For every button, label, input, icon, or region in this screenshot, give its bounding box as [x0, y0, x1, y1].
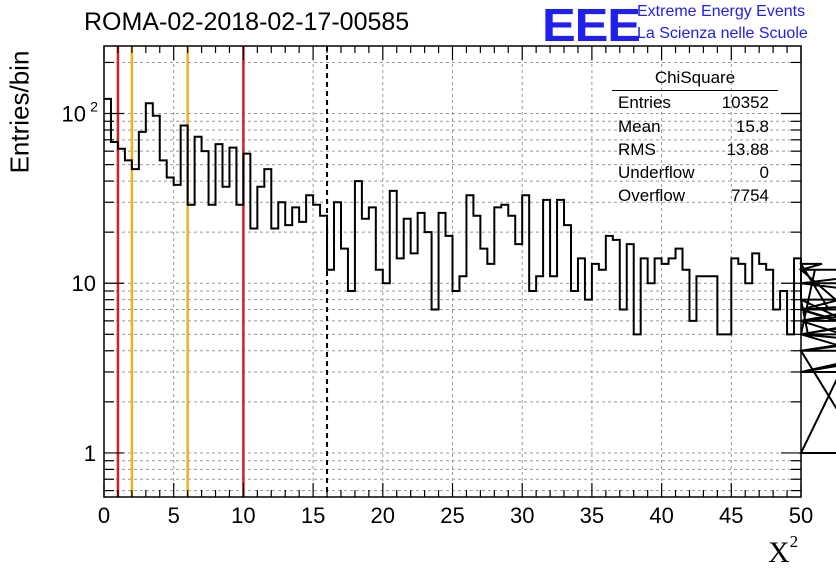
y-tick-label: 10 [62, 102, 86, 127]
x-tick-label: 50 [789, 503, 813, 528]
stat-entries-label: Entries [618, 93, 671, 112]
x-tick-label: 40 [649, 503, 673, 528]
x-tick-label: 20 [371, 503, 395, 528]
x-tick-label: 0 [98, 503, 110, 528]
y-tick-label: 10 [72, 271, 96, 296]
reference-lines [116, 46, 329, 497]
stat-underflow-value: 0 [759, 163, 769, 182]
stats-title: ChiSquare [654, 68, 736, 87]
x-tick-label: 5 [168, 503, 180, 528]
grid [104, 46, 801, 497]
stat-entries-value: 10352 [721, 93, 769, 112]
x-tick-label: 35 [580, 503, 604, 528]
x-tick-label: 15 [301, 503, 325, 528]
stat-mean-label: Mean [618, 117, 661, 136]
stat-overflow-label: Overflow [618, 186, 686, 205]
x-tick-label: 10 [231, 503, 255, 528]
eee-logo: EEE [542, 0, 641, 51]
stat-overflow-value: 7754 [731, 186, 769, 205]
histogram-line [104, 97, 836, 454]
stats-divider [612, 90, 778, 91]
y-axis-label: Entries/bin [4, 50, 35, 174]
x-axis-label: X2 [768, 532, 799, 569]
stat-underflow-label: Underflow [618, 163, 695, 182]
x-tick-label: 25 [440, 503, 464, 528]
stat-rms-label: RMS [618, 140, 656, 159]
stat-rms-value: 13.88 [726, 140, 769, 159]
y-tick-label: 1 [84, 441, 96, 466]
stat-mean-value: 15.8 [735, 117, 769, 136]
chart-title: ROMA-02-2018-02-17-00585 [84, 8, 410, 36]
x-tick-label: 30 [510, 503, 534, 528]
y-tick-label-exponent: 2 [90, 99, 98, 115]
logo-line-2: La Scienza nelle Scuole [637, 25, 808, 42]
x-tick-label: 45 [719, 503, 743, 528]
logo-line-1: Extreme Energy Events [637, 3, 806, 20]
axis-ticks [103, 46, 802, 497]
